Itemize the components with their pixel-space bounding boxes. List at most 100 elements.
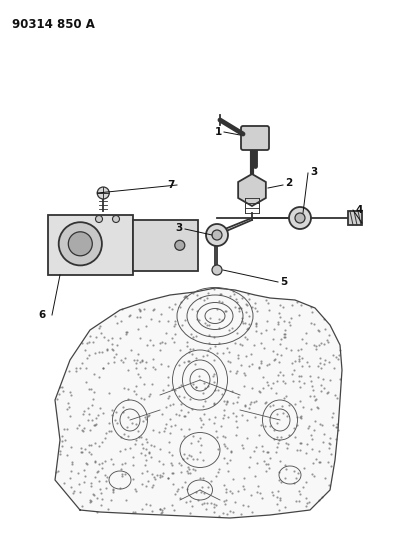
Point [224, 344, 230, 353]
Point [147, 501, 153, 510]
Point [137, 306, 143, 314]
Point [252, 443, 259, 451]
Point [311, 472, 318, 480]
Point [216, 512, 222, 520]
Point [157, 445, 164, 454]
Point [196, 316, 202, 325]
Point [256, 387, 262, 395]
Point [190, 344, 197, 353]
Point [188, 451, 194, 460]
Point [336, 351, 342, 360]
Point [330, 351, 336, 359]
Point [271, 325, 277, 334]
Point [252, 397, 259, 405]
Point [219, 390, 225, 398]
Point [177, 345, 183, 354]
Point [112, 416, 118, 425]
Point [301, 379, 307, 387]
Point [283, 392, 289, 400]
Point [309, 382, 315, 391]
Point [235, 354, 241, 362]
Point [277, 301, 283, 310]
Point [187, 469, 193, 477]
Point [122, 445, 128, 453]
Point [181, 450, 187, 458]
Point [142, 451, 148, 459]
Point [161, 427, 167, 435]
Polygon shape [238, 174, 266, 206]
Point [301, 463, 307, 472]
Point [220, 406, 227, 415]
Point [66, 403, 73, 411]
Point [204, 294, 210, 303]
Point [274, 419, 280, 427]
Point [248, 490, 254, 499]
Point [150, 442, 157, 450]
Point [200, 352, 206, 361]
Point [278, 351, 284, 360]
Point [245, 290, 251, 298]
Point [235, 307, 242, 316]
Point [249, 384, 256, 392]
Point [129, 419, 135, 427]
Point [222, 306, 228, 315]
Point [216, 465, 222, 473]
Point [249, 507, 255, 516]
Point [317, 353, 324, 362]
Point [104, 359, 111, 367]
Point [221, 440, 227, 449]
Text: 7: 7 [168, 180, 175, 190]
Point [214, 467, 221, 476]
Point [282, 333, 288, 342]
Point [317, 419, 324, 428]
Point [303, 478, 309, 486]
Point [238, 303, 245, 312]
Point [152, 365, 158, 373]
Point [103, 429, 109, 437]
Point [308, 377, 314, 386]
Point [146, 392, 152, 401]
Point [310, 386, 316, 394]
Point [228, 447, 235, 455]
Point [193, 487, 199, 496]
Point [247, 400, 254, 408]
Point [165, 393, 172, 402]
Point [132, 508, 138, 516]
Point [76, 480, 83, 489]
Point [281, 317, 287, 325]
Point [64, 450, 70, 459]
Point [187, 509, 193, 518]
Point [160, 469, 166, 478]
Point [242, 401, 248, 410]
Point [297, 413, 303, 421]
Point [184, 453, 191, 462]
Point [231, 290, 237, 298]
Point [275, 320, 281, 329]
Point [290, 377, 296, 386]
Point [150, 481, 156, 489]
Point [83, 364, 90, 372]
Point [295, 354, 302, 363]
Point [133, 487, 139, 496]
Point [304, 424, 311, 432]
Point [193, 291, 200, 300]
Point [73, 364, 79, 372]
Point [105, 504, 112, 513]
Point [211, 503, 217, 511]
Point [201, 489, 208, 497]
Point [231, 303, 238, 311]
Point [211, 400, 218, 408]
Point [320, 360, 327, 369]
Point [230, 287, 236, 295]
Point [157, 346, 163, 355]
Point [276, 358, 282, 366]
Point [258, 329, 264, 337]
Point [270, 401, 276, 410]
Point [207, 314, 213, 322]
Point [280, 370, 286, 379]
Point [123, 423, 130, 432]
Point [147, 335, 153, 344]
Text: 3: 3 [176, 223, 183, 233]
Point [133, 359, 140, 367]
Point [253, 319, 259, 328]
